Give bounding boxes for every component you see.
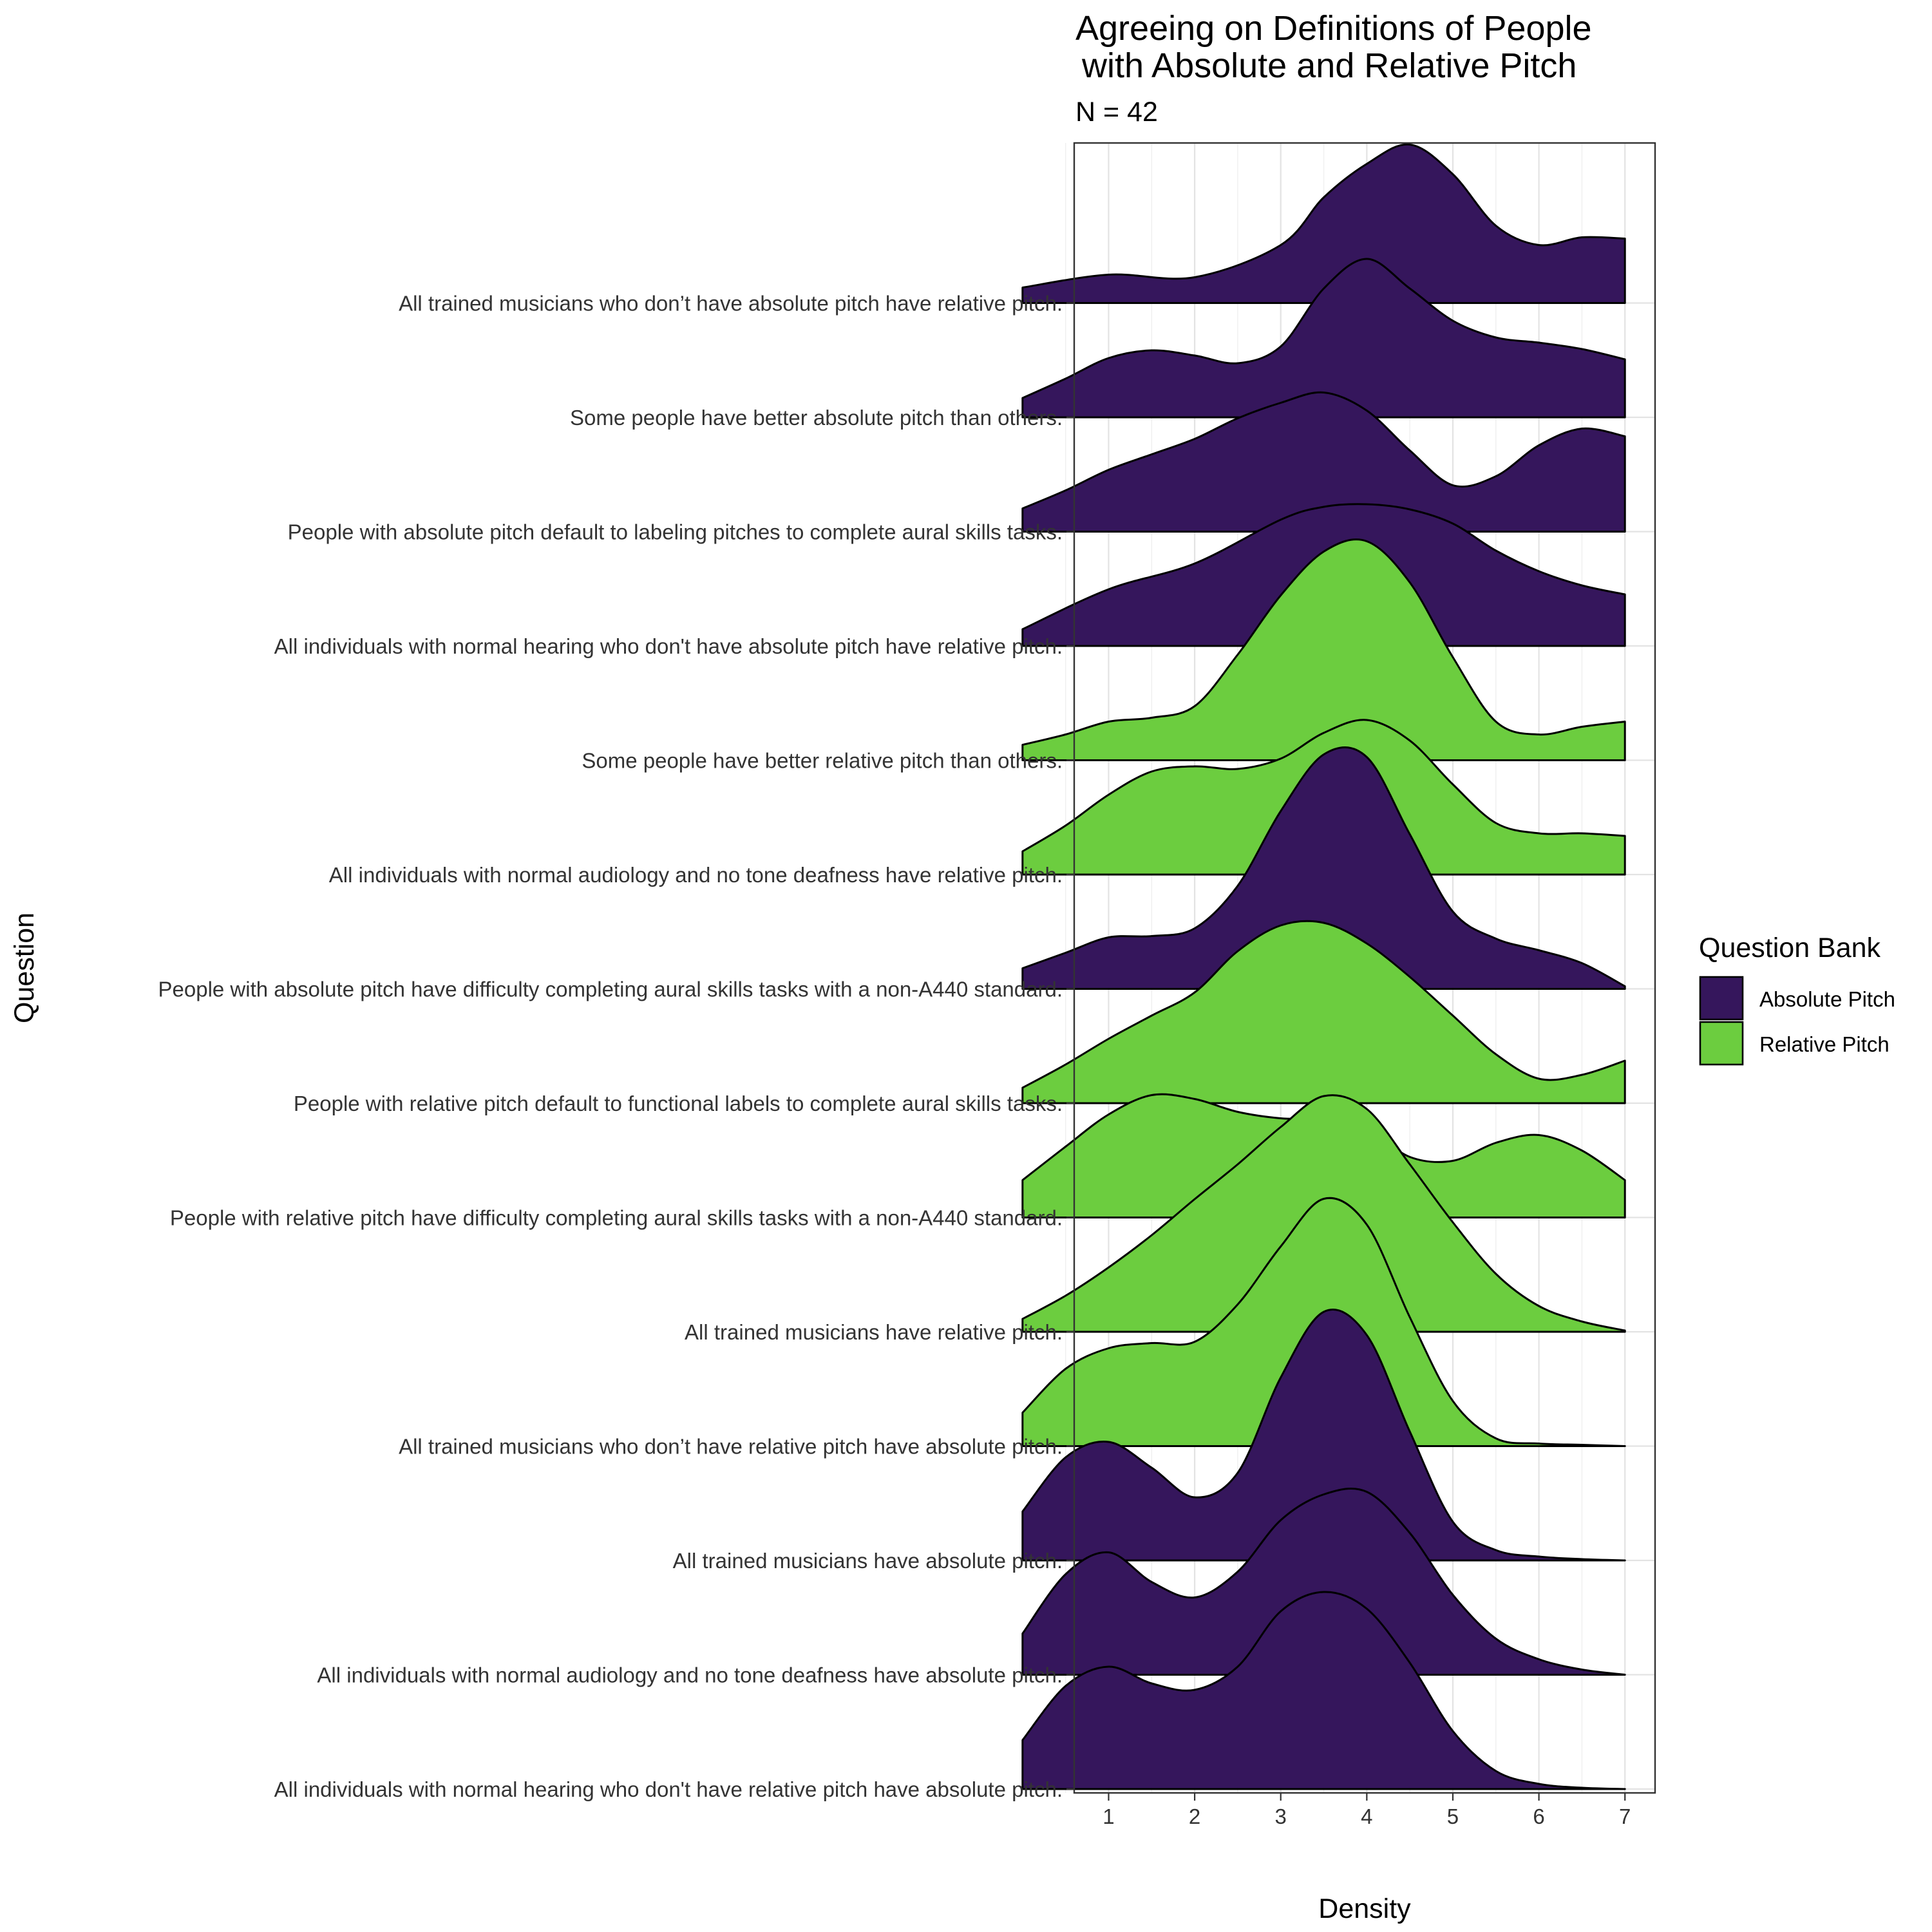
density-ridge	[1021, 391, 1626, 533]
density-ridge	[1021, 1591, 1626, 1790]
chart-title-line-2: with Absolute and Relative Pitch	[1081, 46, 1577, 85]
y-tick-label: All trained musicians have absolute pitc…	[673, 1549, 1063, 1573]
x-tick-label: 7	[1619, 1804, 1631, 1828]
legend-key-relative-pitch	[1699, 1021, 1744, 1066]
y-tick-label: People with relative pitch default to fu…	[294, 1092, 1063, 1115]
density-ridges	[1021, 143, 1626, 1790]
x-axis-title: Density	[1318, 1893, 1411, 1924]
density-ridge	[1021, 143, 1626, 304]
chart-subtitle: N = 42	[1075, 97, 1158, 128]
y-tick-label: All trained musicians have relative pitc…	[685, 1320, 1063, 1344]
legend: Question Bank Absolute Pitch Relative Pi…	[1699, 933, 1895, 1066]
y-tick-label: All trained musicians who don’t have abs…	[399, 292, 1063, 316]
x-tick-label: 5	[1447, 1804, 1459, 1828]
y-tick-label: People with absolute pitch default to la…	[288, 520, 1063, 544]
y-tick-label: All individuals with normal hearing who …	[274, 634, 1063, 658]
y-tick-label: People with absolute pitch have difficul…	[158, 978, 1063, 1001]
y-axis-title: Question	[9, 913, 40, 1023]
y-tick-label: All trained musicians who don’t have rel…	[399, 1435, 1063, 1459]
y-tick-label: All individuals with normal audiology an…	[317, 1663, 1063, 1687]
legend-label-relative-pitch: Relative Pitch	[1759, 1032, 1889, 1056]
y-tick-label: Some people have better absolute pitch t…	[570, 406, 1063, 430]
y-axis-tick-labels: All trained musicians who don’t have abs…	[158, 292, 1074, 1801]
density-ridge	[1021, 258, 1626, 419]
legend-title: Question Bank	[1699, 933, 1881, 963]
x-tick-label: 3	[1275, 1804, 1287, 1828]
density-ridge	[1021, 538, 1626, 761]
y-tick-label: People with relative pitch have difficul…	[170, 1206, 1063, 1230]
x-tick-label: 4	[1361, 1804, 1372, 1828]
density-ridge	[1021, 1309, 1626, 1562]
plot-panel-border	[1073, 142, 1656, 1794]
x-axis: 1 2 3 4 5 6 7	[1103, 1793, 1631, 1828]
density-ridge	[1021, 1487, 1626, 1676]
x-tick-label: 6	[1533, 1804, 1544, 1828]
y-tick-label: All individuals with normal audiology an…	[329, 863, 1063, 887]
legend-key-absolute-pitch	[1699, 976, 1744, 1021]
x-tick-label: 2	[1189, 1804, 1200, 1828]
chart-title-line-1: Agreeing on Definitions of People	[1075, 9, 1592, 48]
density-ridge	[1021, 920, 1626, 1104]
y-tick-label: Some people have better relative pitch t…	[582, 749, 1063, 773]
legend-label-absolute-pitch: Absolute Pitch	[1759, 987, 1895, 1011]
x-tick-label: 1	[1103, 1804, 1114, 1828]
density-ridge	[1021, 746, 1626, 990]
y-tick-label: All individuals with normal hearing who …	[274, 1777, 1063, 1801]
